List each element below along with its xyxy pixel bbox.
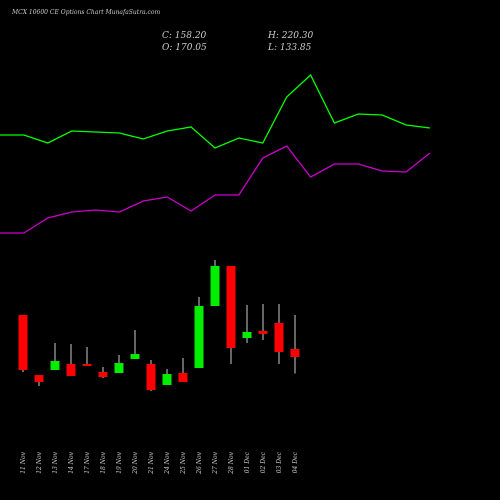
candle-body [258,330,268,334]
candle-body [274,323,284,353]
candle-body [98,372,108,378]
x-tick-label: 01 Dec [244,451,251,473]
x-tick-label: 20 Nov [132,451,139,474]
candle-body [82,363,92,366]
high-label: H: 220.30 [267,31,314,41]
candle-body [146,363,156,390]
candle-body [114,363,124,374]
open-label: O: 170.05 [162,43,207,53]
candle-body [162,374,172,385]
candle-body [178,373,188,383]
x-tick-label: 21 Nov [148,451,155,474]
candle-body [130,354,140,360]
x-tick-label: 13 Nov [52,451,59,473]
x-tick-label: 25 Nov [180,451,187,474]
candle-body [50,360,60,370]
candle-body [34,375,44,383]
candle-body [66,363,76,376]
x-tick-label: 18 Nov [100,451,107,473]
x-tick-label: 19 Nov [116,451,123,473]
x-tick-label: 12 Nov [36,451,43,473]
line [0,73,431,149]
x-tick-label: 14 Nov [68,451,75,473]
x-tick-label: 24 Nov [164,451,171,474]
x-tick-label: 27 Nov [212,451,219,474]
candle-body [226,265,236,349]
candle-body [290,349,300,358]
x-tick-label: 03 Dec [276,451,283,473]
x-tick-label: 11 Nov [20,451,27,473]
candle-body [242,332,252,339]
close-label: C: 158.20 [162,31,207,41]
candle-body [210,265,220,306]
x-tick-label: 26 Nov [196,451,203,474]
x-tick-label: 17 Nov [84,451,91,473]
candle-body [194,305,204,369]
chart-title: MCX 10600 CE Options Chart MunafaSutra.c… [11,9,161,16]
candle-body [18,314,28,370]
x-tick-label: 28 Nov [228,451,235,474]
x-tick-label: 02 Dec [260,451,267,473]
x-tick-label: 04 Dec [292,451,299,473]
low-label: L: 133.85 [267,43,312,53]
line [0,145,431,234]
